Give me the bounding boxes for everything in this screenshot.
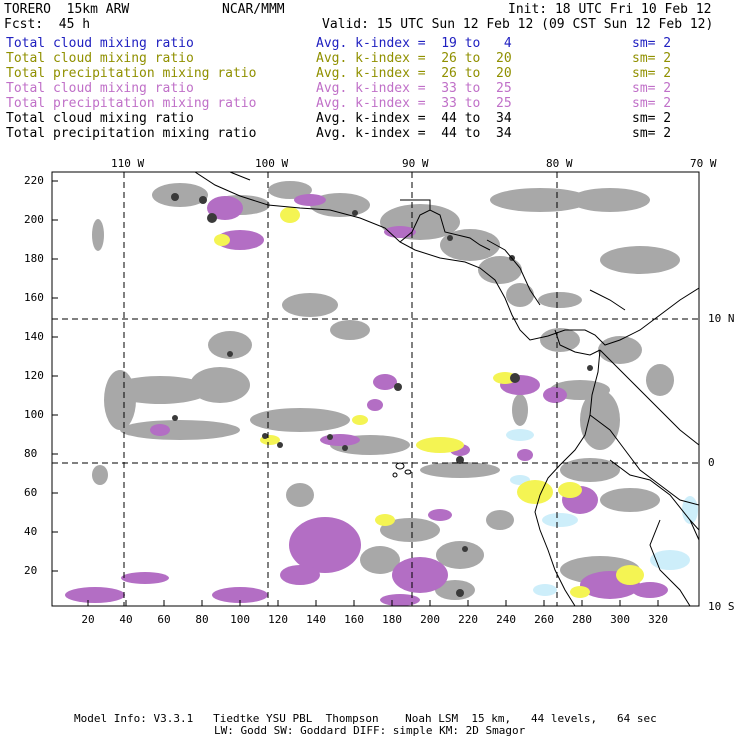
y-tick-label: 20 — [24, 564, 38, 577]
x-tick-label: 260 — [534, 613, 554, 626]
legend-kindex: Avg. k-index = 26 to 20 — [316, 51, 512, 66]
x-tick-label: 200 — [420, 613, 440, 626]
coastlines — [194, 172, 699, 606]
legend-sm: sm= 2 — [632, 96, 672, 111]
legend-sm: sm= 2 — [632, 51, 672, 66]
legend-sm: sm= 2 — [632, 126, 672, 141]
x-tick-label: 320 — [648, 613, 668, 626]
x-tick-label: 40 — [119, 613, 133, 626]
lon-label: 90 W — [402, 157, 429, 170]
model-info: Model Info: V3.3.1 Tiedtke YSU PBL Thomp… — [74, 712, 657, 725]
physics-info: LW: Godd SW: Goddard DIFF: simple KM: 2D… — [214, 724, 526, 737]
lon-label: 110 W — [111, 157, 145, 170]
cloud-field-cyan — [506, 429, 698, 596]
legend-field: Total cloud mixing ratio — [6, 51, 194, 66]
x-tick-label: 220 — [458, 613, 478, 626]
y-tick-label: 220 — [24, 174, 44, 187]
x-tick-label: 280 — [572, 613, 592, 626]
x-tick-label: 20 — [81, 613, 95, 626]
model-title: TORERO 15km ARW — [4, 2, 130, 17]
y-tick-label: 160 — [24, 291, 44, 304]
legend-kindex: Avg. k-index = 44 to 34 — [316, 126, 512, 141]
lat-lon-grid — [52, 172, 699, 606]
legend-field: Total cloud mixing ratio — [6, 36, 194, 51]
cloud-field-gray — [92, 181, 680, 600]
valid-time: Valid: 15 UTC Sun 12 Feb 12 (09 CST Sun … — [322, 17, 714, 32]
legend-field: Total precipitation mixing ratio — [6, 66, 257, 81]
x-tick-label: 100 — [230, 613, 250, 626]
lon-label: 100 W — [255, 157, 289, 170]
x-tick-label: 240 — [496, 613, 516, 626]
x-tick-label: 140 — [306, 613, 326, 626]
forecast-hour: Fcst: 45 h — [4, 17, 91, 32]
x-tick-label: 300 — [610, 613, 630, 626]
legend-field: Total cloud mixing ratio — [6, 81, 194, 96]
init-time: Init: 18 UTC Fri 10 Feb 12 — [508, 2, 712, 17]
lat-label: 10 S — [708, 600, 735, 613]
legend-kindex: Avg. k-index = 33 to 25 — [316, 96, 512, 111]
legend-field: Total precipitation mixing ratio — [6, 126, 257, 141]
y-tick-label: 200 — [24, 213, 44, 226]
x-tick-label: 120 — [268, 613, 288, 626]
y-tick-label: 180 — [24, 252, 44, 265]
legend-kindex: Avg. k-index = 33 to 25 — [316, 81, 512, 96]
legend-sm: sm= 2 — [632, 111, 672, 126]
center-name: NCAR/MMM — [222, 2, 285, 17]
y-tick-label: 100 — [24, 408, 44, 421]
y-tick-label: 120 — [24, 369, 44, 382]
legend-field: Total precipitation mixing ratio — [6, 96, 257, 111]
cloud-field-dark — [171, 193, 593, 597]
legend-sm: sm= 2 — [632, 36, 672, 51]
x-tick-label: 80 — [195, 613, 209, 626]
x-tick-label: 180 — [382, 613, 402, 626]
y-tick-label: 60 — [24, 486, 38, 499]
lat-label: 0 — [708, 456, 715, 469]
x-tick-label: 60 — [157, 613, 171, 626]
lat-label: 10 N — [708, 312, 735, 325]
plot-frame — [51, 171, 700, 607]
legend-kindex: Avg. k-index = 26 to 20 — [316, 66, 512, 81]
y-tick-label: 80 — [24, 447, 38, 460]
lon-label: 80 W — [546, 157, 573, 170]
legend-sm: sm= 2 — [632, 81, 672, 96]
lon-label: 70 W — [690, 157, 717, 170]
y-tick-label: 140 — [24, 330, 44, 343]
legend-kindex: Avg. k-index = 44 to 34 — [316, 111, 512, 126]
legend-sm: sm= 2 — [632, 66, 672, 81]
legend-field: Total cloud mixing ratio — [6, 111, 194, 126]
legend-kindex: Avg. k-index = 19 to 4 — [316, 36, 512, 51]
y-tick-label: 40 — [24, 525, 38, 538]
axis-ticks — [52, 180, 659, 606]
cloud-field-yellow — [214, 207, 644, 598]
x-tick-label: 160 — [344, 613, 364, 626]
